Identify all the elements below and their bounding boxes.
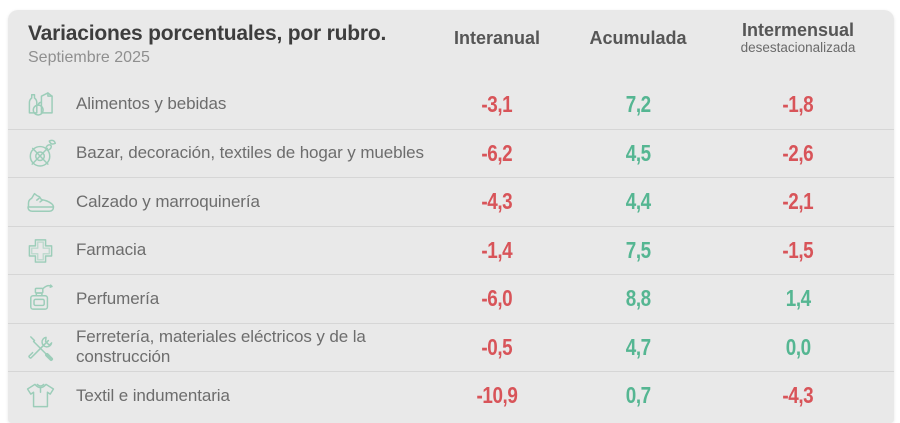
value-cell: -10,9 — [476, 382, 518, 409]
row-label: Calzado y marroquinería — [76, 191, 260, 211]
tools-icon — [20, 327, 60, 367]
table-rows: Alimentos y bebidas -3,1 7,2 -1,8 Bazar,… — [8, 80, 894, 423]
row-label: Alimentos y bebidas — [76, 94, 227, 114]
value-cell: 0,0 — [785, 333, 811, 360]
column-header-interanual: Interanual — [453, 28, 541, 48]
value-cell: -3,1 — [481, 90, 513, 117]
table-row: Bazar, decoración, textiles de hogar y m… — [8, 128, 894, 178]
table-row: Farmacia -1,4 7,5 -1,5 — [8, 225, 894, 275]
value-cell: -0,5 — [481, 333, 513, 360]
value-cell: -6,2 — [481, 139, 513, 166]
period-subtitle: Septiembre 2025 — [28, 49, 150, 67]
value-cell: 4,4 — [625, 188, 651, 215]
value-cell: 7,2 — [625, 90, 651, 117]
row-label: Ferretería, materiales eléctricos y de l… — [76, 327, 366, 367]
value-cell: -2,6 — [782, 139, 814, 166]
table-header: Variaciones porcentuales, por rubro. Sep… — [8, 10, 894, 80]
table-row: Alimentos y bebidas -3,1 7,2 -1,8 — [8, 80, 894, 129]
value-cell: 0,7 — [625, 382, 651, 409]
value-cell: 8,8 — [625, 285, 651, 312]
value-cell: 4,7 — [625, 333, 651, 360]
value-cell: 1,4 — [785, 285, 811, 312]
pharmacy-cross-icon — [20, 230, 60, 270]
value-cell: -4,3 — [481, 188, 513, 215]
row-label: Textil e indumentaria — [76, 385, 230, 405]
row-label: Farmacia — [76, 240, 147, 260]
title-block: Variaciones porcentuales, por rubro. Sep… — [28, 10, 430, 67]
value-cell: 7,5 — [625, 236, 651, 263]
tableware-icon — [20, 133, 60, 173]
value-cell: -2,1 — [782, 188, 814, 215]
column-header-acumulada: Acumulada — [589, 28, 687, 48]
value-cell: -4,3 — [782, 382, 814, 409]
table-row: Calzado y marroquinería -4,3 4,4 -2,1 — [8, 177, 894, 226]
row-label: Perfumería — [76, 288, 160, 308]
column-header-intermensual-sublabel: desestacionalizada — [740, 40, 856, 55]
column-header-intermensual: Intermensual desestacionalizada — [712, 10, 884, 56]
tshirt-icon — [20, 376, 60, 416]
perfume-icon — [20, 279, 60, 319]
shoe-icon — [20, 182, 60, 222]
page-title: Variaciones porcentuales, por rubro. — [28, 22, 387, 45]
table-row: Perfumería -6,0 8,8 1,4 — [8, 274, 894, 323]
value-cell: -6,0 — [481, 285, 513, 312]
value-cell: -1,5 — [782, 236, 814, 263]
row-label: Bazar, decoración, textiles de hogar y m… — [76, 143, 424, 163]
value-cell: -1,8 — [782, 90, 814, 117]
table-row: Textil e indumentaria -10,9 0,7 -4,3 — [8, 371, 894, 420]
groceries-icon — [20, 84, 60, 124]
table-row: Ferretería, materiales eléctricos y de l… — [8, 322, 894, 372]
value-cell: -1,4 — [481, 236, 513, 263]
column-header-intermensual-label: Intermensual — [741, 20, 855, 40]
value-cell: 4,5 — [625, 139, 651, 166]
variation-table-card: Variaciones porcentuales, por rubro. Sep… — [8, 10, 894, 423]
